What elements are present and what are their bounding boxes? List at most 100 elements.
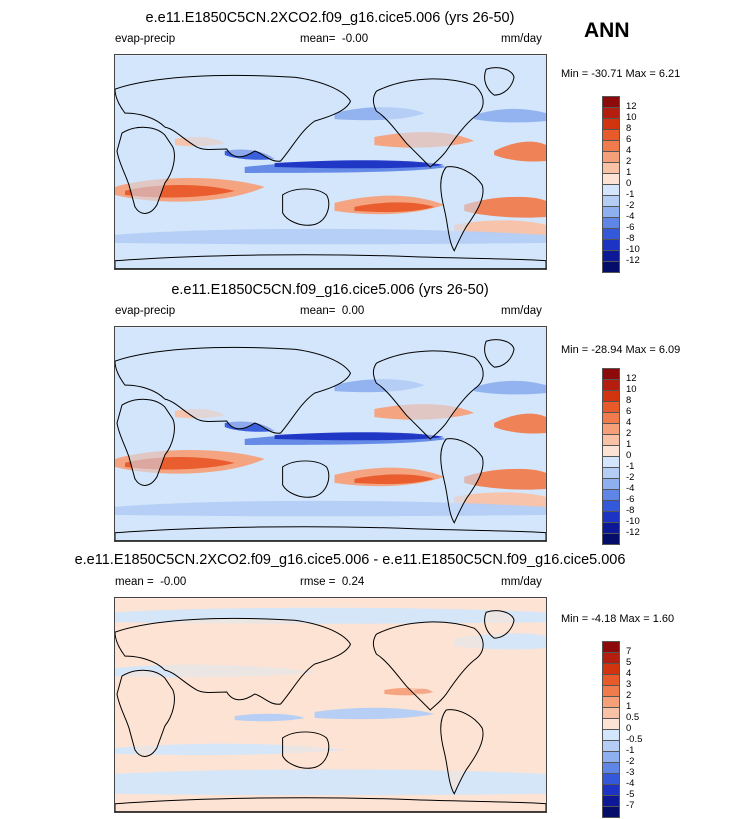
colorbar-tick-label: -6 bbox=[626, 222, 635, 233]
panel3-map bbox=[114, 597, 547, 813]
coastline bbox=[440, 709, 484, 795]
coastline bbox=[484, 67, 515, 96]
colorbar-tick-label: -10 bbox=[626, 244, 640, 255]
panel3-mean-value: -0.00 bbox=[160, 576, 187, 588]
colorbar-tick-label: 10 bbox=[626, 112, 637, 123]
panel1-title: e.e11.E1850C5CN.2XCO2.f09_g16.cice5.006 … bbox=[145, 10, 515, 26]
field-contour-positive bbox=[464, 196, 546, 218]
land-area bbox=[484, 610, 515, 639]
colorbar-tick-label: 8 bbox=[626, 123, 632, 134]
field-contour-negative bbox=[474, 380, 546, 395]
panel3-units: mm/day bbox=[501, 576, 542, 588]
colorbar-tick-label: 12 bbox=[626, 373, 637, 384]
colorbar-swatch bbox=[602, 261, 620, 273]
colorbar-tick-label: 8 bbox=[626, 395, 632, 406]
colorbar-tick-label: 0 bbox=[626, 723, 632, 734]
land-area bbox=[484, 339, 515, 368]
coastline bbox=[116, 398, 175, 486]
colorbar-tick-label: -12 bbox=[626, 255, 640, 266]
land-area bbox=[440, 438, 484, 523]
land-area bbox=[373, 621, 484, 710]
panel2-mean-label: mean= bbox=[300, 305, 336, 317]
colorbar-tick-label: -2 bbox=[626, 472, 635, 483]
colorbar-tick-label: -2 bbox=[626, 756, 635, 767]
land-area bbox=[440, 709, 484, 794]
field-contour-positive bbox=[494, 413, 546, 434]
colorbar-tick-label: 12 bbox=[626, 101, 637, 112]
panel2-mean-value: 0.00 bbox=[341, 305, 365, 317]
land-area bbox=[115, 797, 546, 812]
colorbar-tick-label: -1 bbox=[626, 189, 635, 200]
panel3-mean-label: mean = bbox=[115, 576, 154, 588]
land-area bbox=[484, 67, 515, 96]
land-area bbox=[440, 166, 484, 251]
colorbar-tick-label: -8 bbox=[626, 233, 635, 244]
colorbar-tick-label: -3 bbox=[626, 767, 635, 778]
coastline bbox=[484, 610, 515, 639]
colorbar-tick-label: 2 bbox=[626, 690, 632, 701]
colorbar-tick-label: -8 bbox=[626, 505, 635, 516]
coastline bbox=[115, 526, 546, 541]
field-contour-negative bbox=[115, 500, 546, 517]
panel2-units: mm/day bbox=[501, 305, 542, 317]
field-contour-negative bbox=[274, 432, 445, 441]
colorbar-tick-label: -4 bbox=[626, 778, 635, 789]
colorbar-tick-label: 4 bbox=[626, 145, 632, 156]
colorbar-swatch bbox=[602, 806, 620, 818]
panel1-mean: mean= -0.00 bbox=[300, 33, 368, 45]
colorbar-tick-label: 1 bbox=[626, 701, 632, 712]
panel3-minmax: Min = -4.18 Max = 1.60 bbox=[561, 613, 675, 625]
colorbar-tick-label: -4 bbox=[626, 483, 635, 494]
colorbar-tick-label: 0 bbox=[626, 178, 632, 189]
colorbar-tick-label: -0.5 bbox=[626, 734, 643, 745]
colorbar-tick-label: 1 bbox=[626, 439, 632, 450]
colorbar-tick-label: -6 bbox=[626, 494, 635, 505]
field-contour bbox=[234, 713, 305, 722]
colorbar-tick-label: 4 bbox=[626, 417, 632, 428]
land-area bbox=[115, 254, 546, 269]
coastline bbox=[372, 621, 484, 711]
panel1-mean-value: -0.00 bbox=[341, 33, 369, 45]
coastline bbox=[440, 166, 484, 252]
field-contour-positive bbox=[494, 141, 546, 162]
colorbar-tick-label: 4 bbox=[626, 668, 632, 679]
coastline bbox=[282, 731, 330, 769]
panel2-map bbox=[114, 326, 547, 542]
colorbar-tick-label: 1 bbox=[626, 167, 632, 178]
panel1-minmax: Min = -30.71 Max = 6.21 bbox=[561, 68, 681, 80]
panel2-title: e.e11.E1850C5CN.f09_g16.cice5.006 (yrs 2… bbox=[171, 282, 489, 298]
land-area bbox=[282, 731, 329, 769]
season-label: ANN bbox=[584, 19, 630, 42]
panel3-title: e.e11.E1850C5CN.2XCO2.f09_g16.cice5.006 … bbox=[74, 552, 626, 568]
panel3-rmse-label: rmse = bbox=[300, 576, 336, 588]
field-contour-positive bbox=[354, 474, 435, 485]
colorbar-tick-label: 6 bbox=[626, 406, 632, 417]
colorbar-tick-label: -12 bbox=[626, 527, 640, 538]
coastline bbox=[115, 797, 546, 812]
panel1-variable: evap-precip bbox=[115, 33, 176, 45]
coastline bbox=[116, 126, 175, 214]
colorbar-tick-label: 2 bbox=[626, 156, 632, 167]
field-contour-positive bbox=[354, 202, 435, 213]
coastline bbox=[440, 438, 484, 524]
coastline bbox=[115, 617, 352, 705]
panel3-mean: mean = -0.00 bbox=[115, 576, 186, 588]
land-area bbox=[115, 526, 546, 541]
coastline bbox=[115, 346, 352, 434]
land-area bbox=[282, 460, 329, 498]
field-contour bbox=[115, 769, 546, 796]
colorbar-tick-label: -10 bbox=[626, 516, 640, 527]
coastline bbox=[115, 74, 352, 162]
coastline bbox=[372, 78, 484, 168]
panel3-rmse-value: 0.24 bbox=[341, 576, 365, 588]
panel2-mean: mean= 0.00 bbox=[300, 305, 364, 317]
land-area bbox=[115, 75, 351, 162]
land-area bbox=[373, 78, 484, 167]
field-contour-negative bbox=[274, 160, 445, 169]
colorbar-tick-label: 3 bbox=[626, 679, 632, 690]
panel3-rmse: rmse = 0.24 bbox=[300, 576, 364, 588]
panel1-mean-label: mean= bbox=[300, 33, 336, 45]
coastline bbox=[372, 350, 484, 440]
panel2-variable: evap-precip bbox=[115, 305, 176, 317]
colorbar-tick-label: -2 bbox=[626, 200, 635, 211]
